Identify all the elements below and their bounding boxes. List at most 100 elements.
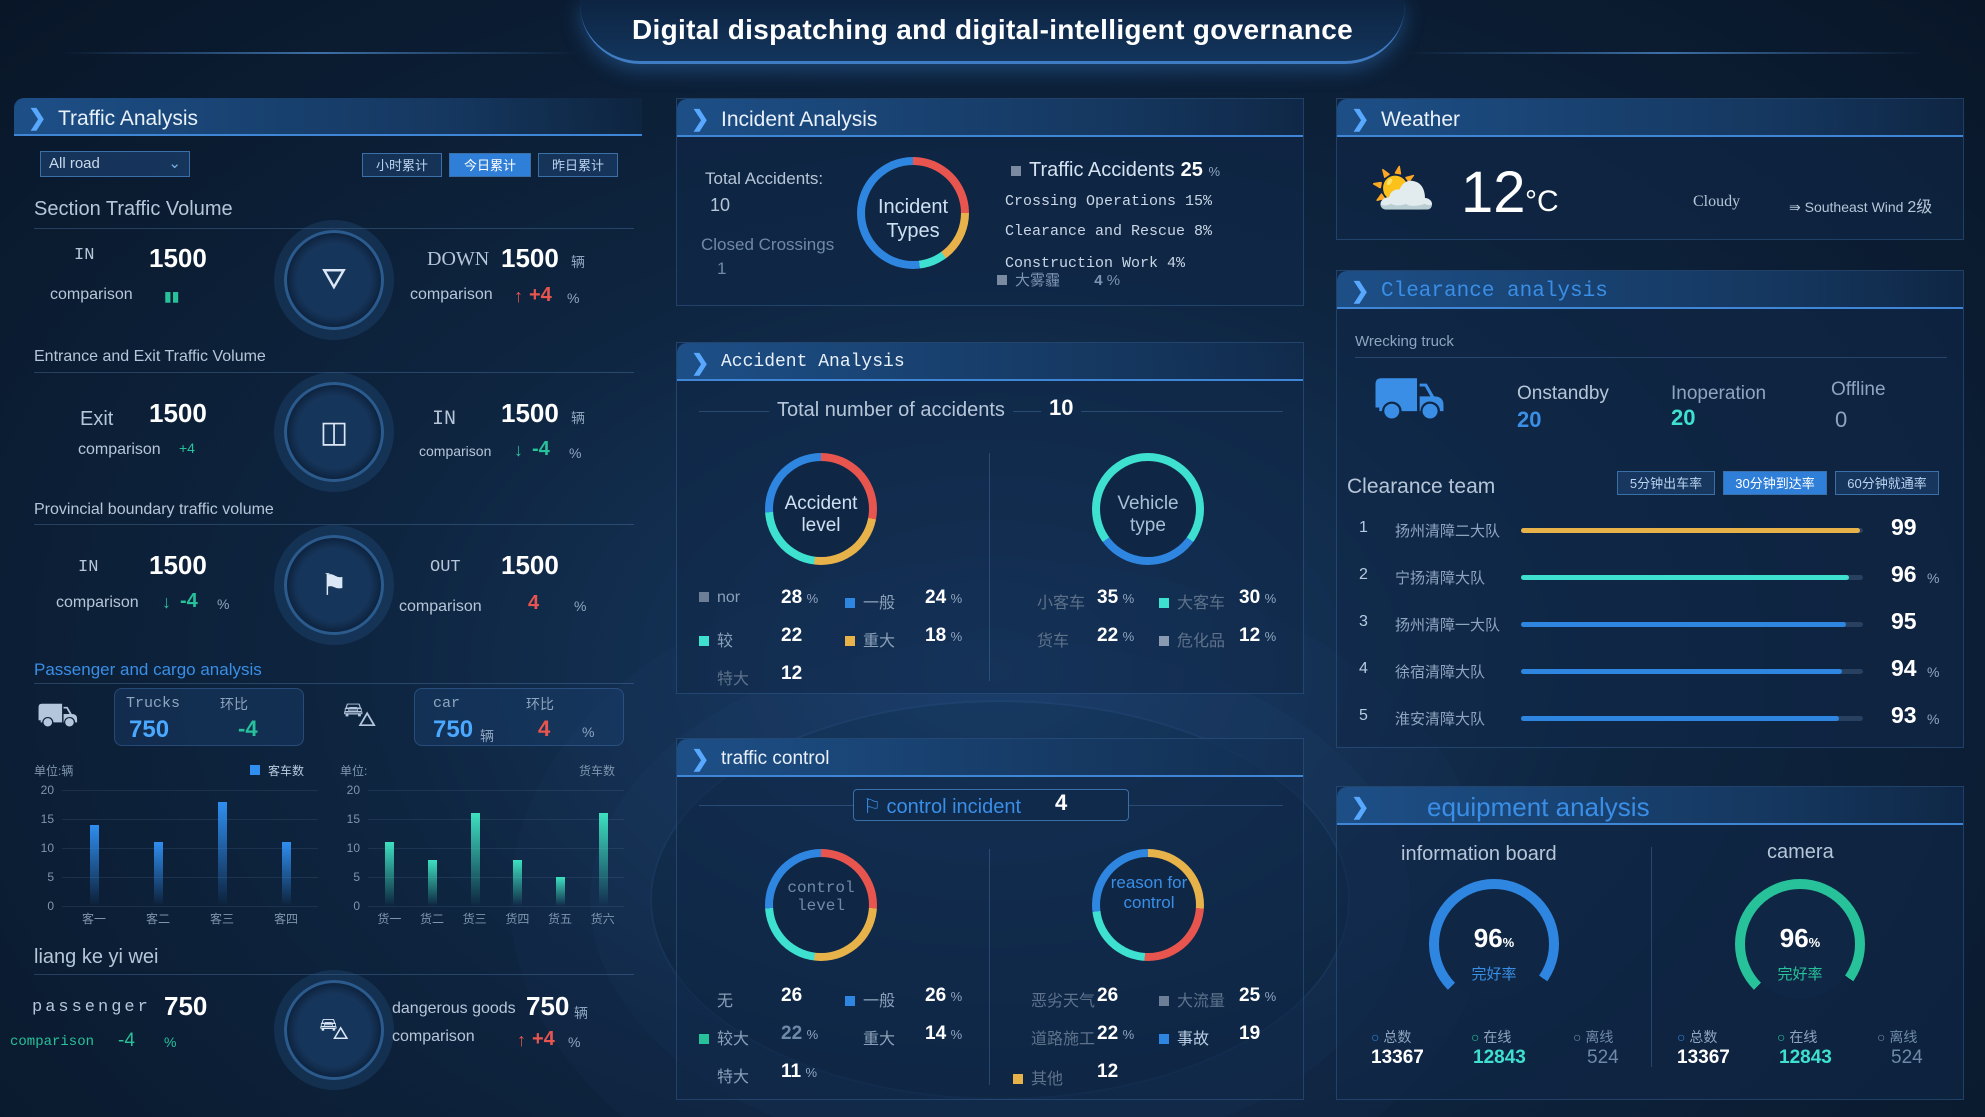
legend-swatch — [845, 996, 855, 1006]
weather-wind: ⇛ Southeast Wind 2级 — [1789, 193, 1932, 217]
incident-ring-label: Incident Types — [877, 196, 949, 242]
control-panel-header: ❯ traffic control — [677, 739, 1303, 777]
y-tick-label: 20 — [40, 783, 54, 797]
chevron-right-icon: ❯ — [1351, 106, 1370, 131]
divider — [34, 524, 634, 525]
trucks-value: 750 — [129, 716, 170, 743]
gridline — [368, 819, 624, 820]
in-comparison-label: comparison — [50, 286, 133, 303]
x-tick-label: 客二 — [145, 912, 170, 926]
reason-name: 事故 — [1177, 1031, 1210, 1048]
today-button[interactable]: 今日累计 — [449, 153, 531, 177]
team-60min-button[interactable]: 60分钟就通率 — [1835, 471, 1939, 495]
control-level-name: 重大 — [863, 1031, 896, 1048]
vehicle-name: 危化品 — [1177, 633, 1226, 650]
level-name: 重大 — [863, 633, 896, 650]
wind-text: Southeast Wind — [1804, 199, 1904, 215]
yesterday-button[interactable]: 昨日累计 — [538, 153, 618, 177]
bar-货三 — [470, 813, 480, 906]
in-value: 1500 — [149, 243, 207, 273]
camera-label: camera — [1767, 841, 1834, 863]
standby-value: 20 — [1517, 407, 1542, 432]
flag-icon: ⚑ — [320, 569, 348, 602]
camera-stat-offline-label: ○ 离线 — [1877, 1029, 1918, 1045]
vehicle-value: 35 % — [1097, 587, 1135, 608]
operation-value: 20 — [1671, 405, 1696, 430]
level-name: 一般 — [863, 595, 896, 612]
gridline — [368, 906, 624, 907]
camera-stat-total-value: 13367 — [1677, 1047, 1730, 1068]
bar-货二 — [428, 859, 437, 906]
team-5min-button[interactable]: 5分钟出车率 — [1617, 471, 1715, 495]
control-level-name: 特大 — [717, 1069, 750, 1086]
x-tick-label: 货四 — [505, 912, 530, 926]
y-tick-label: 10 — [40, 841, 54, 855]
level-value: 12 — [781, 663, 803, 684]
passenger-pct: % — [164, 1034, 177, 1050]
down-change: +4 — [529, 284, 552, 306]
type-value: 4 — [1094, 272, 1103, 289]
camera-stat-online-value: 12843 — [1779, 1047, 1832, 1068]
passenger-label: passenger — [32, 998, 151, 1017]
control-reason-label: reason for control — [1110, 873, 1188, 912]
team-rank: 3 — [1359, 613, 1368, 630]
level-name: 特大 — [717, 671, 750, 688]
team-30min-button[interactable]: 30分钟到达率 — [1723, 471, 1827, 495]
vehicle-item: 大客车 — [1159, 589, 1225, 613]
section-dial: ⛛ — [284, 230, 384, 330]
legend-swatch — [1159, 598, 1169, 608]
divider — [34, 683, 634, 684]
control-level-value: 11 % — [781, 1061, 818, 1082]
hourly-button[interactable]: 小时累计 — [362, 153, 442, 177]
ring-inner — [1100, 461, 1196, 557]
x-tick-label: 客三 — [209, 912, 234, 926]
team-rank: 1 — [1359, 519, 1368, 536]
reason-value: 19 — [1239, 1023, 1261, 1044]
reason-name: 大流量 — [1177, 993, 1226, 1010]
control-level-item: 较大 — [699, 1025, 749, 1049]
right-bar-chart: 20 15 10 5 0 货一 货二 货三 货四 货五 货六 — [340, 783, 630, 936]
exit-change: +4 — [179, 440, 195, 456]
in3-pct: % — [217, 596, 230, 612]
wind-icon: ⇛ — [1789, 199, 1805, 215]
team-pct: % — [1927, 711, 1940, 727]
bar-货四 — [513, 859, 523, 906]
road-select[interactable]: All road ⌄ — [40, 151, 190, 177]
accident-level-label: Accident level — [784, 493, 858, 536]
dangerous-change: +4 — [532, 1028, 555, 1050]
vehicle-item: 危化品 — [1159, 627, 1225, 651]
equipment-title: equipment analysis — [1427, 792, 1650, 822]
trucks-label: Trucks — [126, 695, 181, 712]
vehicle-name: 货车 — [1037, 633, 1070, 650]
accident-panel: ❯ Accident Analysis Total number of acci… — [676, 342, 1304, 694]
bar-客三 — [218, 801, 227, 906]
weather-panel-header: ❯ Weather — [1337, 99, 1963, 137]
gridline — [368, 790, 624, 791]
weather-cond: Cloudy — [1693, 193, 1741, 210]
down-label: DOWN — [427, 248, 490, 270]
bus-icon: ⛍ — [318, 1013, 350, 1046]
team-title: Clearance team — [1347, 475, 1496, 498]
team-score: 94 — [1891, 655, 1917, 681]
operation-label: Inoperation — [1671, 383, 1767, 404]
team-rank: 5 — [1359, 707, 1368, 724]
legend-swatch — [845, 598, 855, 608]
in3-change: -4 — [180, 590, 198, 612]
bar-客一 — [90, 824, 99, 906]
bar-客二 — [154, 842, 163, 906]
liang-title: liang ke yi wei — [34, 946, 159, 968]
passenger-change: -4 — [118, 1030, 135, 1051]
in3-label: IN — [78, 558, 99, 577]
chevron-right-icon: ❯ — [691, 746, 710, 771]
signal-icon: ⚐ — [863, 796, 887, 818]
incident-type-row: Construction Work 4% — [1005, 255, 1186, 272]
divider — [34, 974, 634, 975]
header: Digital dispatching and digital-intellig… — [0, 0, 1985, 86]
x-tick-label: 客一 — [81, 912, 106, 926]
gate-icon: ◫ — [319, 416, 349, 449]
trucks-change: -4 — [238, 716, 258, 741]
in2-label: IN — [432, 408, 457, 431]
bar-货一 — [385, 842, 395, 906]
clearance-panel-header: ❯ Clearance analysis — [1337, 271, 1963, 309]
vehicle-value: 12 % — [1239, 625, 1277, 646]
